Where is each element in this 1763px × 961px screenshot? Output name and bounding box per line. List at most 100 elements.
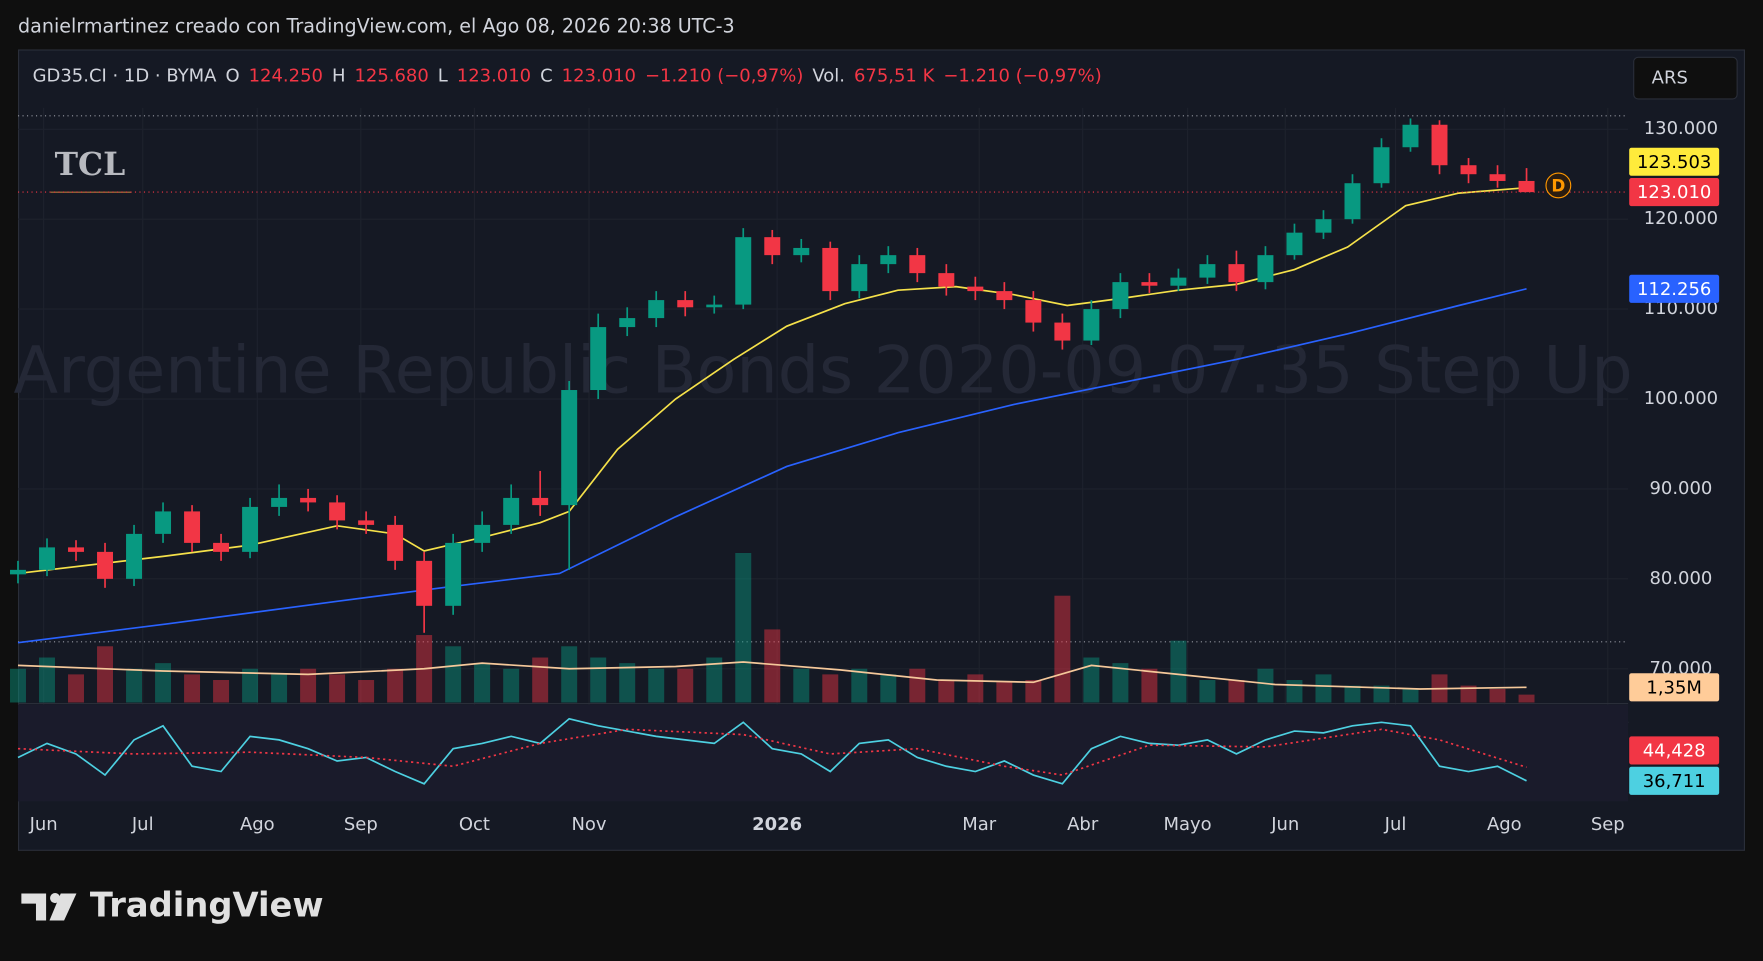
volume-bar xyxy=(242,668,259,703)
footer-brand: TradingView xyxy=(90,886,324,925)
volume-bar xyxy=(474,663,491,703)
legend-item: −1.210 (−0,97%) xyxy=(645,65,803,86)
candle-body xyxy=(590,327,607,391)
candle-body xyxy=(1054,322,1071,341)
volume-bar xyxy=(97,646,113,703)
volume-bar xyxy=(706,657,723,703)
legend-item: L xyxy=(438,65,448,86)
x-tick-label: Jul xyxy=(1384,814,1407,835)
y-tick-label: 100.000 xyxy=(1644,388,1718,409)
volume-bar xyxy=(677,668,694,703)
value-label: 123.010 xyxy=(1637,182,1711,203)
logo-mark xyxy=(50,892,61,904)
candle-body xyxy=(1344,183,1361,220)
volume-bar xyxy=(880,674,897,703)
candle-body xyxy=(1373,147,1390,184)
currency[interactable]: ARS xyxy=(1652,68,1688,89)
candle-body xyxy=(909,255,926,274)
candle-body xyxy=(126,533,143,579)
candle-body xyxy=(213,542,230,552)
candle-body xyxy=(242,506,259,552)
candle-body xyxy=(1489,174,1506,181)
volume-bar xyxy=(213,680,230,703)
volume-bar xyxy=(764,629,781,703)
candle-body xyxy=(68,547,84,552)
line xyxy=(17,287,1527,644)
candle-body xyxy=(996,291,1013,301)
volume-bar xyxy=(1112,663,1129,703)
candle-body xyxy=(97,551,113,579)
volume-bar xyxy=(996,682,1013,703)
volume-bar xyxy=(1373,685,1390,703)
marker-letter[interactable]: D xyxy=(1551,176,1565,196)
candle-body xyxy=(1228,264,1245,283)
x-tick-label: Jun xyxy=(1270,814,1299,835)
legend-item: −1.210 (−0,97%) xyxy=(943,65,1101,86)
value-label: 112.256 xyxy=(1637,279,1711,300)
candle-body xyxy=(300,497,317,503)
candle-body xyxy=(358,520,375,525)
x-tick-label: Ago xyxy=(240,814,275,835)
line xyxy=(17,661,1527,690)
volume-bar xyxy=(184,674,201,703)
legend-item: Vol. xyxy=(812,65,845,86)
candle-body xyxy=(1460,165,1477,175)
value-label-box xyxy=(1629,673,1720,702)
candle-body xyxy=(1170,277,1187,286)
volume-bar xyxy=(561,646,578,703)
volume-bar xyxy=(10,668,26,703)
volume-bar xyxy=(590,657,607,703)
legend-item: 123.010 xyxy=(562,65,636,86)
volume-bar xyxy=(155,663,172,703)
logo: TCL xyxy=(55,146,126,183)
x-tick-label: Mar xyxy=(962,814,997,835)
value-label-box xyxy=(1629,178,1720,207)
candle-body xyxy=(1112,282,1129,310)
header: danielrmartinez creado con TradingView.c… xyxy=(18,14,735,37)
candle-body xyxy=(735,237,752,305)
candle-body xyxy=(1257,255,1274,283)
legend-item: GD35.CI · 1D · BYMA xyxy=(33,65,218,86)
legend-item: 125.680 xyxy=(354,65,428,86)
volume-bar xyxy=(1257,668,1274,703)
y-tick-label: 120.000 xyxy=(1644,208,1718,229)
candle-body xyxy=(39,547,55,570)
rsi-pane xyxy=(17,704,1629,802)
candle-body xyxy=(532,497,549,506)
candle-body xyxy=(1315,219,1332,233)
legend-item: O xyxy=(225,65,239,86)
candle-body xyxy=(1083,309,1100,341)
candle-body xyxy=(1518,180,1535,193)
candle-body xyxy=(1402,124,1419,148)
logo-mark xyxy=(21,893,47,921)
candle-body xyxy=(619,318,636,328)
value-label-box xyxy=(1629,766,1720,795)
candle-body xyxy=(561,390,578,506)
volume-bar xyxy=(1460,685,1477,703)
legend-item: C xyxy=(540,65,553,86)
line xyxy=(17,728,1527,776)
candle-body xyxy=(1025,300,1042,323)
volume-bar xyxy=(1315,674,1332,703)
candle-body xyxy=(648,300,665,319)
volume-bar xyxy=(1054,595,1071,703)
footer-logo xyxy=(21,892,77,921)
volume-bar xyxy=(68,674,84,703)
candle-body xyxy=(271,497,288,507)
dividend-marker[interactable] xyxy=(1545,172,1572,199)
currency-box[interactable] xyxy=(1633,56,1738,100)
candle-body xyxy=(1431,124,1448,166)
watermark: Argentine Republic Bonds 2020-09.07.35 S… xyxy=(13,332,1632,408)
volume-bar xyxy=(851,668,868,703)
volume-bar xyxy=(39,657,55,703)
candle-body xyxy=(764,237,781,256)
legend-item: 124.250 xyxy=(249,65,323,86)
volume-bar xyxy=(358,680,375,703)
volume-bar xyxy=(387,668,404,703)
x-tick-label: Ago xyxy=(1487,814,1522,835)
volume-bar xyxy=(735,552,752,703)
candle-body xyxy=(793,247,810,256)
value-label-box xyxy=(1629,147,1720,176)
logo-mark xyxy=(49,893,77,921)
y-tick-label: 110.000 xyxy=(1644,298,1718,319)
